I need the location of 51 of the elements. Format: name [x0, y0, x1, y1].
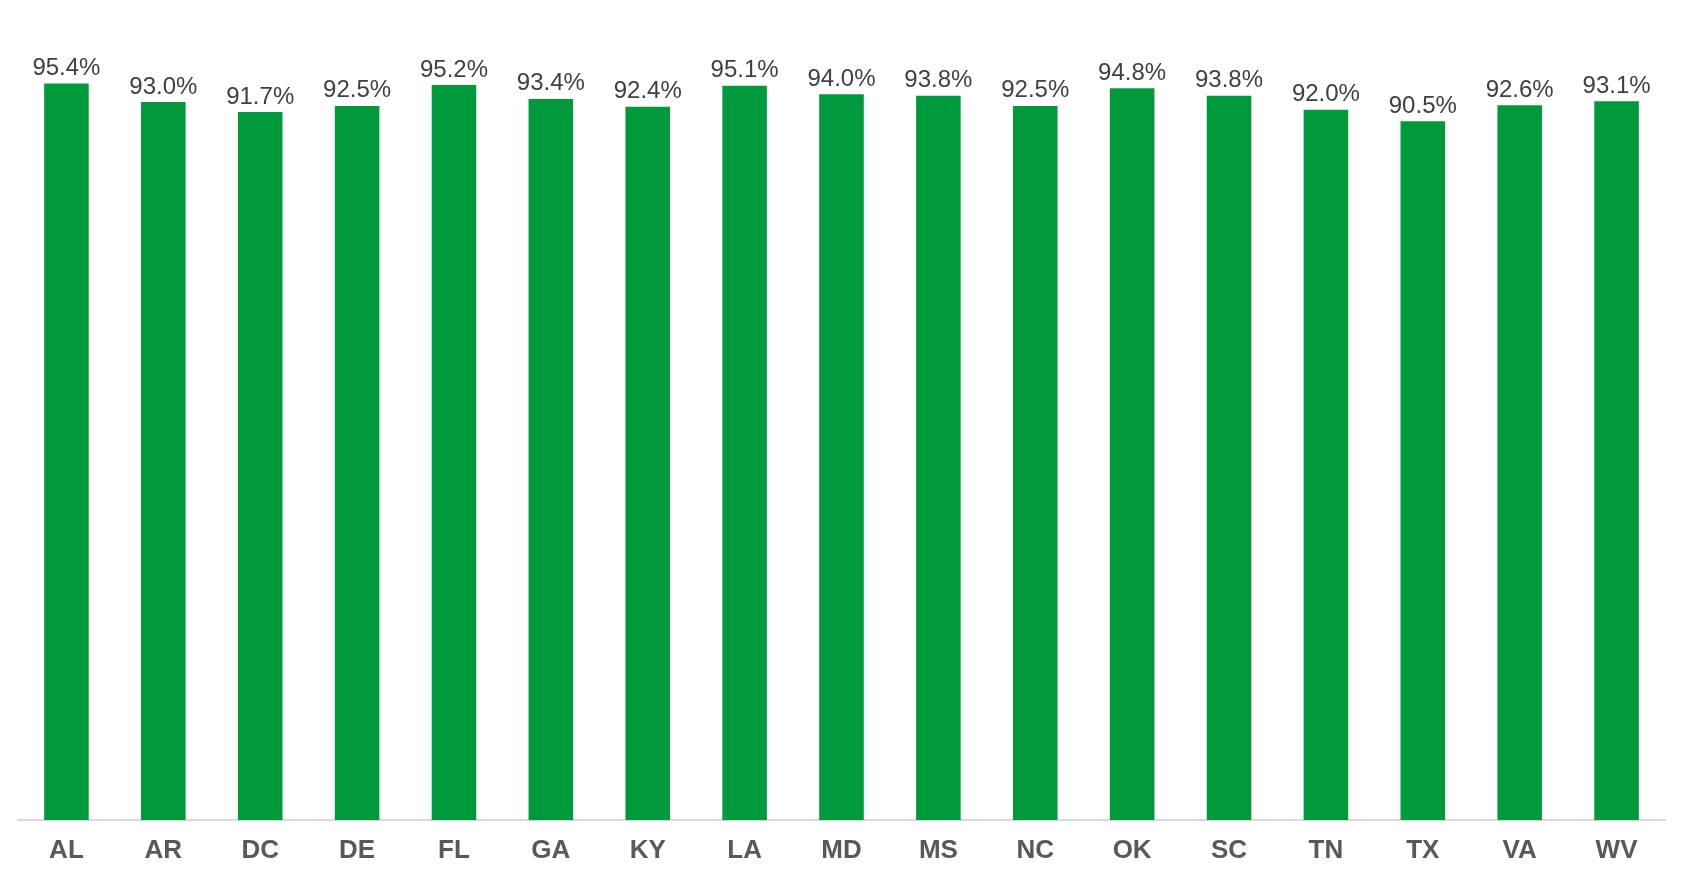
x-tick-label: TN: [1308, 834, 1344, 864]
data-label: 92.5%: [1001, 75, 1070, 103]
x-tick-label: FL: [438, 834, 470, 864]
x-tick-label: KY: [629, 834, 666, 864]
bar: [722, 85, 767, 820]
data-label: 93.4%: [516, 68, 585, 96]
x-tick-label: SC: [1210, 834, 1248, 864]
data-label: 92.0%: [1291, 79, 1360, 107]
bar: [1594, 101, 1639, 820]
x-tick-label: LA: [727, 834, 763, 864]
bar: [819, 94, 864, 820]
bar: [1303, 109, 1349, 820]
bar: [1206, 95, 1252, 820]
x-tick-label: GA: [531, 834, 571, 864]
data-label: 93.8%: [1195, 65, 1264, 93]
data-label: 90.5%: [1388, 90, 1457, 118]
bar: [141, 102, 186, 820]
x-tick-label: AR: [144, 834, 183, 864]
bar: [916, 95, 961, 820]
x-tick-label: DC: [241, 834, 280, 864]
data-label: 95.1%: [710, 55, 779, 83]
data-label: 91.7%: [226, 81, 295, 109]
data-label: 95.2%: [419, 54, 488, 82]
data-label: 93.8%: [904, 65, 973, 93]
x-tick-label: DE: [339, 834, 376, 864]
x-tick-label: VA: [1502, 834, 1537, 864]
data-label: 92.4%: [613, 76, 682, 104]
data-label: 93.0%: [129, 71, 198, 99]
data-label: 93.1%: [1582, 70, 1651, 98]
bar: [237, 112, 283, 820]
data-label: 95.4%: [32, 53, 101, 81]
bar: [1497, 105, 1542, 820]
x-tick-label: MS: [918, 834, 958, 864]
data-label: 94.0%: [807, 63, 876, 91]
x-tick-label: NC: [1016, 834, 1055, 864]
bar: [1400, 121, 1446, 820]
bar: [528, 98, 574, 820]
x-tick-label: AL: [49, 834, 84, 864]
data-label: 92.6%: [1485, 74, 1554, 102]
x-tick-label: TX: [1406, 834, 1441, 864]
bar: [1012, 105, 1058, 820]
bar: [431, 85, 477, 820]
x-tick-label: OK: [1112, 834, 1152, 864]
data-label: 94.8%: [1098, 57, 1167, 85]
bar: [44, 83, 89, 820]
bar: [334, 105, 380, 820]
bar: [625, 106, 671, 820]
data-label: 92.5%: [323, 75, 392, 103]
bar: [1109, 88, 1155, 820]
x-tick-label: MD: [821, 834, 862, 864]
x-tick-label: WV: [1595, 834, 1639, 864]
